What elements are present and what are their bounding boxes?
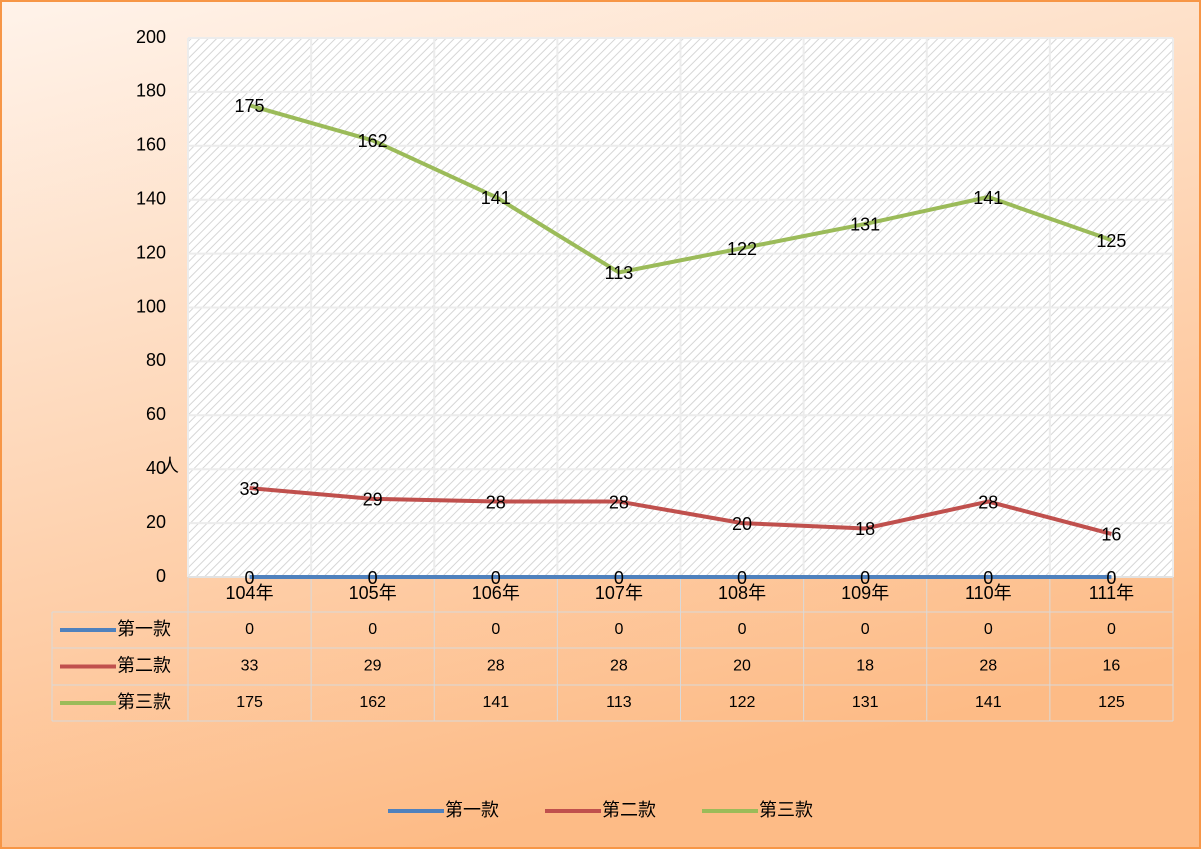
table-cell: 28 — [979, 658, 997, 675]
y-tick-label: 120 — [136, 242, 166, 262]
table-cell: 141 — [975, 694, 1002, 711]
table-cell: 29 — [364, 658, 382, 675]
table-cell: 0 — [614, 621, 623, 638]
data-label: 125 — [1096, 231, 1126, 251]
table-cell: 0 — [245, 621, 254, 638]
x-tick-label: 107年 — [595, 583, 643, 603]
legend-label: 第一款 — [445, 800, 499, 820]
data-label: 33 — [240, 479, 260, 499]
table-cell: 16 — [1103, 658, 1121, 675]
x-tick-label: 106年 — [472, 583, 520, 603]
table-cell: 0 — [738, 621, 747, 638]
series-line — [249, 486, 1112, 536]
data-label: 28 — [486, 492, 506, 512]
table-cell: 0 — [984, 621, 993, 638]
x-tick-label: 111年 — [1089, 583, 1134, 603]
data-label: 28 — [609, 492, 629, 512]
data-label: 113 — [605, 263, 634, 283]
data-label: 0 — [491, 568, 501, 588]
y-tick-label: 20 — [146, 512, 166, 532]
data-label: 0 — [1106, 568, 1116, 588]
table-cell: 28 — [487, 658, 505, 675]
data-label: 28 — [978, 492, 998, 512]
data-label: 20 — [732, 514, 752, 534]
table-cell: 113 — [606, 694, 632, 711]
table-cell: 20 — [733, 658, 751, 675]
legend-label: 第二款 — [602, 800, 656, 820]
y-tick-label: 80 — [146, 350, 166, 370]
data-label: 0 — [368, 568, 378, 588]
table-row-label: 第二款 — [117, 655, 171, 675]
data-label: 0 — [860, 568, 870, 588]
y-tick-label: 160 — [136, 135, 166, 155]
y-tick-label: 60 — [146, 404, 166, 424]
table-cell: 175 — [236, 694, 263, 711]
table-cell: 0 — [861, 621, 870, 638]
data-label: 122 — [727, 239, 757, 259]
data-label: 0 — [245, 568, 255, 588]
x-tick-label: 105年 — [349, 583, 397, 603]
data-label: 0 — [737, 568, 747, 588]
y-tick-label: 0 — [156, 566, 166, 586]
table-cell: 162 — [359, 694, 386, 711]
data-label: 0 — [614, 568, 624, 588]
x-tick-label: 109年 — [841, 583, 889, 603]
table-cell: 122 — [729, 694, 756, 711]
x-tick-label: 110年 — [965, 583, 1012, 603]
data-label: 162 — [358, 131, 388, 151]
table-cell: 125 — [1098, 694, 1125, 711]
y-tick-label: 180 — [136, 81, 166, 101]
table-cell: 141 — [482, 694, 509, 711]
data-label: 16 — [1101, 525, 1121, 545]
table-cell: 28 — [610, 658, 628, 675]
table-row-label: 第一款 — [117, 619, 171, 639]
legend-label: 第三款 — [759, 800, 813, 820]
data-label: 29 — [363, 490, 383, 510]
y-tick-label: 40 — [146, 458, 166, 478]
y-tick-label: 140 — [136, 188, 166, 208]
y-tick-label: 200 — [136, 27, 166, 47]
x-tick-label: 108年 — [718, 583, 766, 603]
data-label: 175 — [235, 96, 265, 116]
table-cell: 33 — [241, 658, 259, 675]
table-cell: 0 — [368, 621, 377, 638]
data-label: 141 — [481, 188, 511, 208]
series-line — [249, 103, 1113, 275]
x-tick-label: 104年 — [226, 583, 274, 603]
table-cell: 18 — [856, 658, 874, 675]
table-cell: 131 — [852, 694, 879, 711]
table-cell: 0 — [1107, 621, 1116, 638]
data-label: 18 — [855, 519, 875, 539]
table-row-label: 第三款 — [117, 692, 171, 712]
data-label: 0 — [983, 568, 993, 588]
y-tick-label: 100 — [136, 296, 166, 316]
table-cell: 0 — [491, 621, 500, 638]
data-label: 131 — [850, 215, 880, 235]
y-axis-label: 人 — [161, 456, 179, 476]
data-label: 141 — [973, 188, 1003, 208]
